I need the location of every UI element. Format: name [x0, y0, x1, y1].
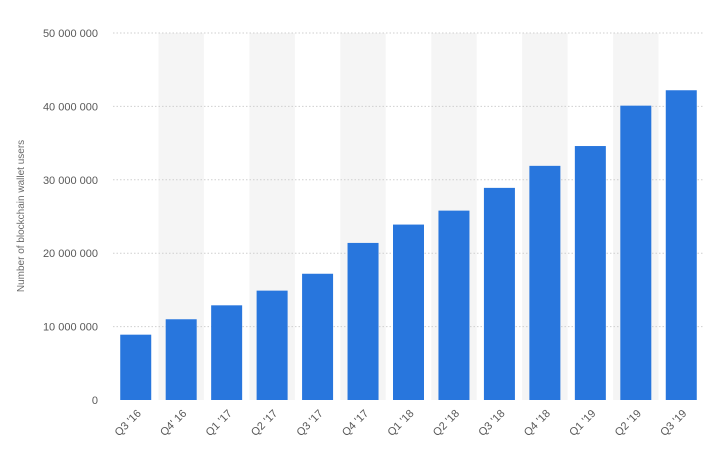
- bar: [120, 334, 152, 400]
- x-tick-label: Q4 '17: [340, 408, 371, 439]
- x-tick-label: Q1 '17: [204, 408, 235, 439]
- x-tick-label: Q1 '18: [385, 408, 416, 439]
- bar: [483, 187, 515, 400]
- x-tick-label: Q2 '17: [249, 408, 280, 439]
- x-tick-label: Q1 '19: [567, 408, 598, 439]
- y-tick-label: 20 000 000: [43, 248, 98, 260]
- y-axis-label: Number of blockchain wallet users: [16, 140, 27, 292]
- y-tick-label: 30 000 000: [43, 175, 98, 187]
- bar: [438, 210, 470, 400]
- x-tick-label: Q3 '16: [113, 408, 144, 439]
- x-tick-label: Q4' 16: [158, 408, 189, 439]
- x-tick-label: Q2 '19: [613, 408, 644, 439]
- bar: [529, 165, 561, 400]
- bars: [120, 90, 697, 400]
- y-axis-ticks: 0 10 000 000 20 000 000 30 000 000 40 000 00…: [43, 28, 98, 407]
- x-tick-label: Q2 '18: [431, 408, 462, 439]
- bar: [211, 305, 243, 400]
- bar: [165, 319, 197, 400]
- y-tick-label: 40 000 000: [43, 101, 98, 113]
- y-tick-label: 0: [92, 395, 98, 407]
- x-axis-ticks: Q3 '16 Q4' 16 Q1 '17 Q2 '17 Q3 '17 Q4 '17 Q1 '…: [113, 408, 690, 439]
- y-tick-label: 10 000 000: [43, 322, 98, 334]
- x-tick-label: Q3 '18: [476, 408, 507, 439]
- bar: [393, 224, 424, 400]
- bar: [574, 146, 606, 400]
- x-tick-label: Q4 '18: [522, 408, 553, 439]
- x-tick-label: Q3 '19: [658, 408, 689, 439]
- bar: [256, 290, 288, 400]
- bar: [302, 273, 334, 400]
- bar: [347, 242, 379, 400]
- x-tick-label: Q3 '17: [295, 408, 326, 439]
- y-tick-label: 50 000 000: [43, 28, 98, 40]
- bar: [620, 105, 652, 400]
- bar: [665, 90, 697, 400]
